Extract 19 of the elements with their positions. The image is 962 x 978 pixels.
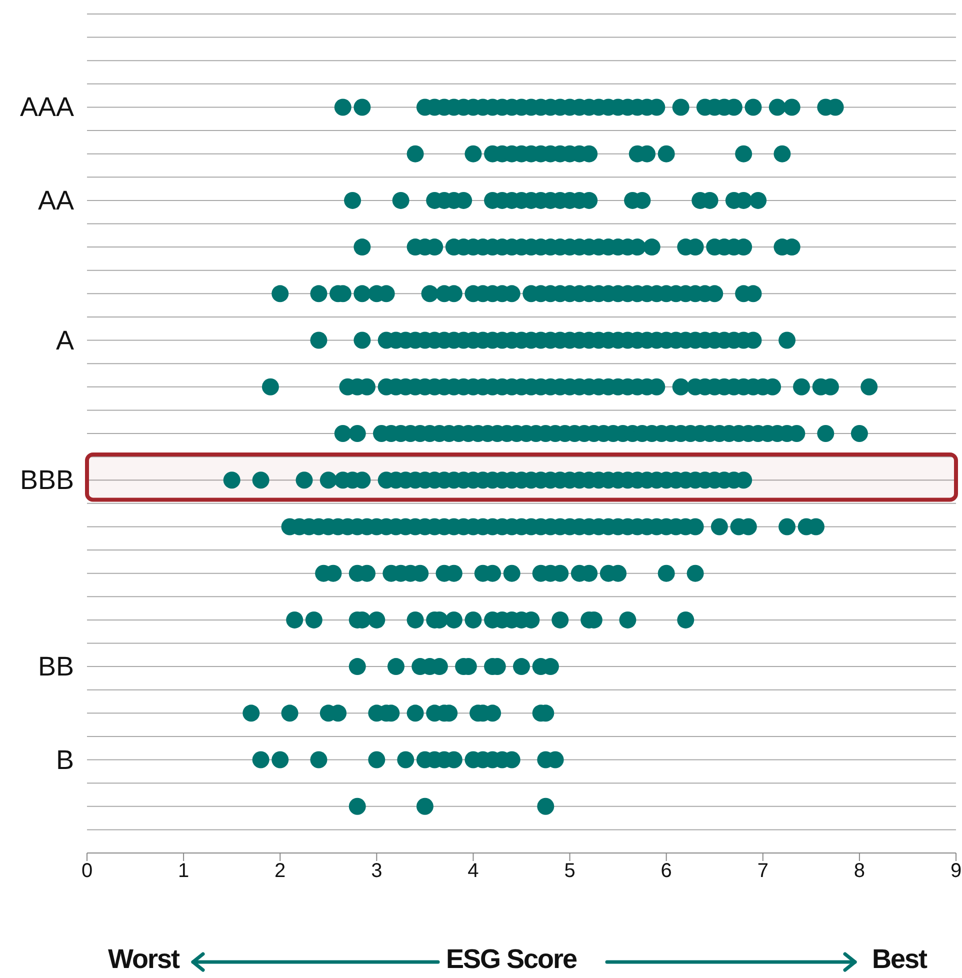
text: Worst: [108, 944, 180, 975]
y-tick-label: AAA: [20, 92, 74, 122]
y-tick-label: AA: [38, 185, 74, 216]
x-tick-label: 4: [468, 860, 479, 882]
x-tick-label: 3: [371, 860, 382, 882]
x-tick-label: 6: [660, 860, 672, 882]
y-tick-label: BB: [38, 652, 74, 682]
x-tick-label: 0: [81, 860, 93, 882]
x-tick-label: 7: [757, 860, 768, 882]
y-tick-label: A: [56, 325, 74, 356]
x-tick-label: 1: [178, 860, 190, 882]
y-tick-label: BBB: [20, 465, 74, 496]
x-axis-title: ESG Score: [446, 944, 577, 975]
x-tick-label: 2: [274, 860, 286, 882]
x-tick-label: 9: [950, 860, 962, 882]
x-tick-label: 8: [854, 860, 866, 882]
x-tick-label: 5: [564, 860, 576, 882]
text: Best: [872, 944, 927, 975]
y-tick-label: B: [56, 744, 74, 775]
